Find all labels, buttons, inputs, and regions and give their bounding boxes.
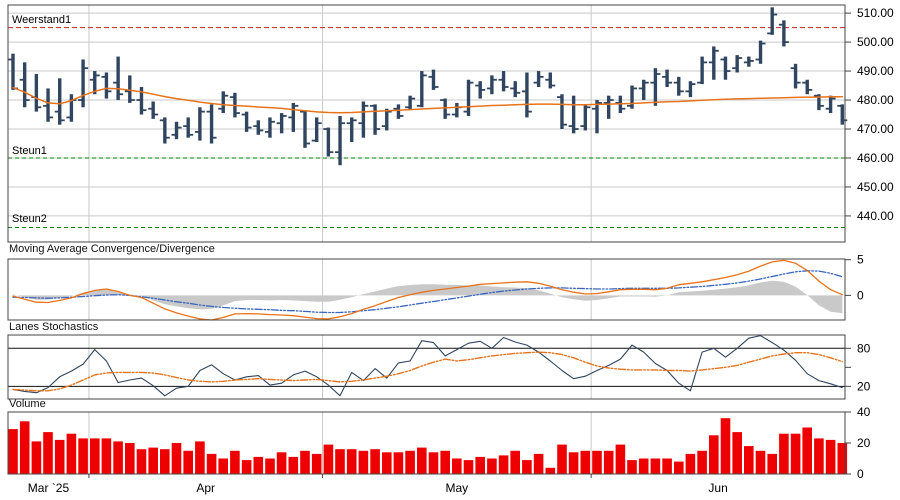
macd-histogram-area — [13, 280, 843, 314]
svg-text:Mar `25: Mar `25 — [28, 481, 70, 495]
gridlines — [8, 5, 845, 474]
svg-text:Jun: Jun — [708, 481, 727, 495]
svg-text:20: 20 — [857, 436, 871, 450]
svg-text:490.00: 490.00 — [857, 64, 894, 78]
ohlc-bars — [8, 7, 848, 166]
stochastics-panel-title: Lanes Stochastics — [9, 321, 99, 333]
resistance1-label: Weerstand1 — [12, 14, 72, 26]
macd-panel — [12, 259, 843, 321]
svg-text:May: May — [446, 481, 469, 495]
macd-panel-title: Moving Average Convergence/Divergence — [9, 243, 215, 255]
svg-text:440.00: 440.00 — [857, 209, 894, 223]
volume-panel — [8, 418, 848, 475]
svg-text:0: 0 — [857, 288, 864, 302]
svg-text:450.00: 450.00 — [857, 180, 894, 194]
right-axis-labels: 510.00 500.00 490.00 480.00 470.00 460.00 450.… — [845, 6, 894, 481]
svg-text:20: 20 — [857, 379, 871, 393]
svg-text:0: 0 — [857, 467, 864, 481]
svg-text:500.00: 500.00 — [857, 35, 894, 49]
x-axis-month-labels: Mar `25 Apr May Jun — [28, 474, 728, 495]
price-panel — [8, 7, 848, 229]
svg-text:470.00: 470.00 — [857, 122, 894, 136]
svg-text:5: 5 — [857, 253, 864, 267]
svg-text:Apr: Apr — [196, 481, 215, 495]
stochastics-panel — [8, 335, 845, 397]
svg-text:480.00: 480.00 — [857, 93, 894, 107]
svg-text:80: 80 — [857, 341, 871, 355]
svg-text:510.00: 510.00 — [857, 6, 894, 20]
support2-label: Steun2 — [12, 213, 47, 225]
svg-text:460.00: 460.00 — [857, 151, 894, 165]
volume-panel-title: Volume — [9, 398, 46, 410]
svg-text:40: 40 — [857, 405, 871, 419]
support1-label: Steun1 — [12, 145, 47, 157]
